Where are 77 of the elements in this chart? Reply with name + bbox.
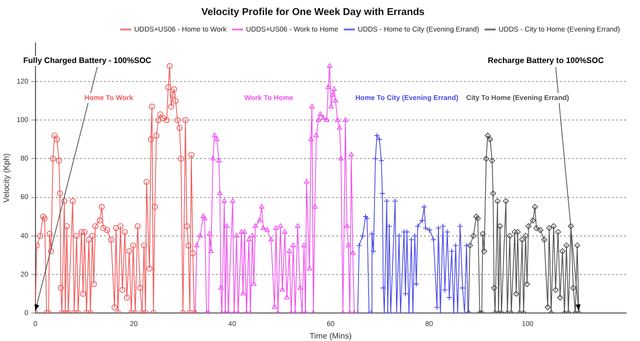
point [524,281,530,288]
point [483,156,490,162]
annotation: Recharge Battery to 100%SOC [488,56,604,66]
point [484,132,491,139]
chart-title: Velocity Profile for One Week Day with Errands [201,6,426,18]
point [480,230,486,237]
point [519,236,526,243]
point [514,229,521,235]
point [457,223,464,230]
point [356,242,362,248]
point [392,198,398,204]
point [384,198,390,204]
point [537,227,544,234]
point [464,242,470,248]
point [494,198,501,204]
point [526,223,532,230]
point [426,227,433,234]
point [552,286,559,293]
point [370,248,376,254]
point [422,225,429,232]
point [374,132,380,139]
point [555,229,562,235]
point [408,236,414,243]
point [574,242,580,248]
point [466,242,473,248]
point [530,217,536,224]
point [489,158,496,164]
point [412,232,418,239]
point [442,286,448,293]
point [473,214,480,220]
point [396,232,402,239]
point [364,216,370,222]
point [368,230,375,237]
point [362,214,369,220]
point [430,236,437,243]
point [421,204,428,210]
y-axis-title: Velocity (Kph) [2,152,12,203]
point [541,236,548,243]
point [419,217,426,224]
point [372,156,378,162]
point [533,225,540,232]
point [452,242,459,248]
point [568,223,574,230]
point [379,190,386,196]
point [470,232,476,239]
point [474,216,481,222]
point [502,198,509,204]
point [440,223,446,230]
point [444,229,450,235]
point [446,294,452,301]
point [513,290,520,297]
annotation: Fully Charged Battery - 100%SOC [23,56,152,66]
point [402,290,408,297]
point [380,284,386,291]
point [560,248,566,254]
point [435,225,442,232]
point [557,294,564,301]
point [570,284,576,291]
point [546,225,552,232]
point [448,248,455,254]
point [414,223,421,230]
point [490,190,496,196]
point [544,304,551,310]
point [491,284,498,291]
point [378,158,384,164]
point [434,304,440,310]
point [512,229,518,235]
point [487,136,494,142]
x-axis-title: Time (Mins) [310,331,352,340]
point [360,232,366,239]
point [532,204,538,210]
point [506,232,513,239]
point [563,242,570,248]
point [400,229,407,235]
point [550,223,557,230]
point [481,248,488,254]
point [522,232,529,239]
